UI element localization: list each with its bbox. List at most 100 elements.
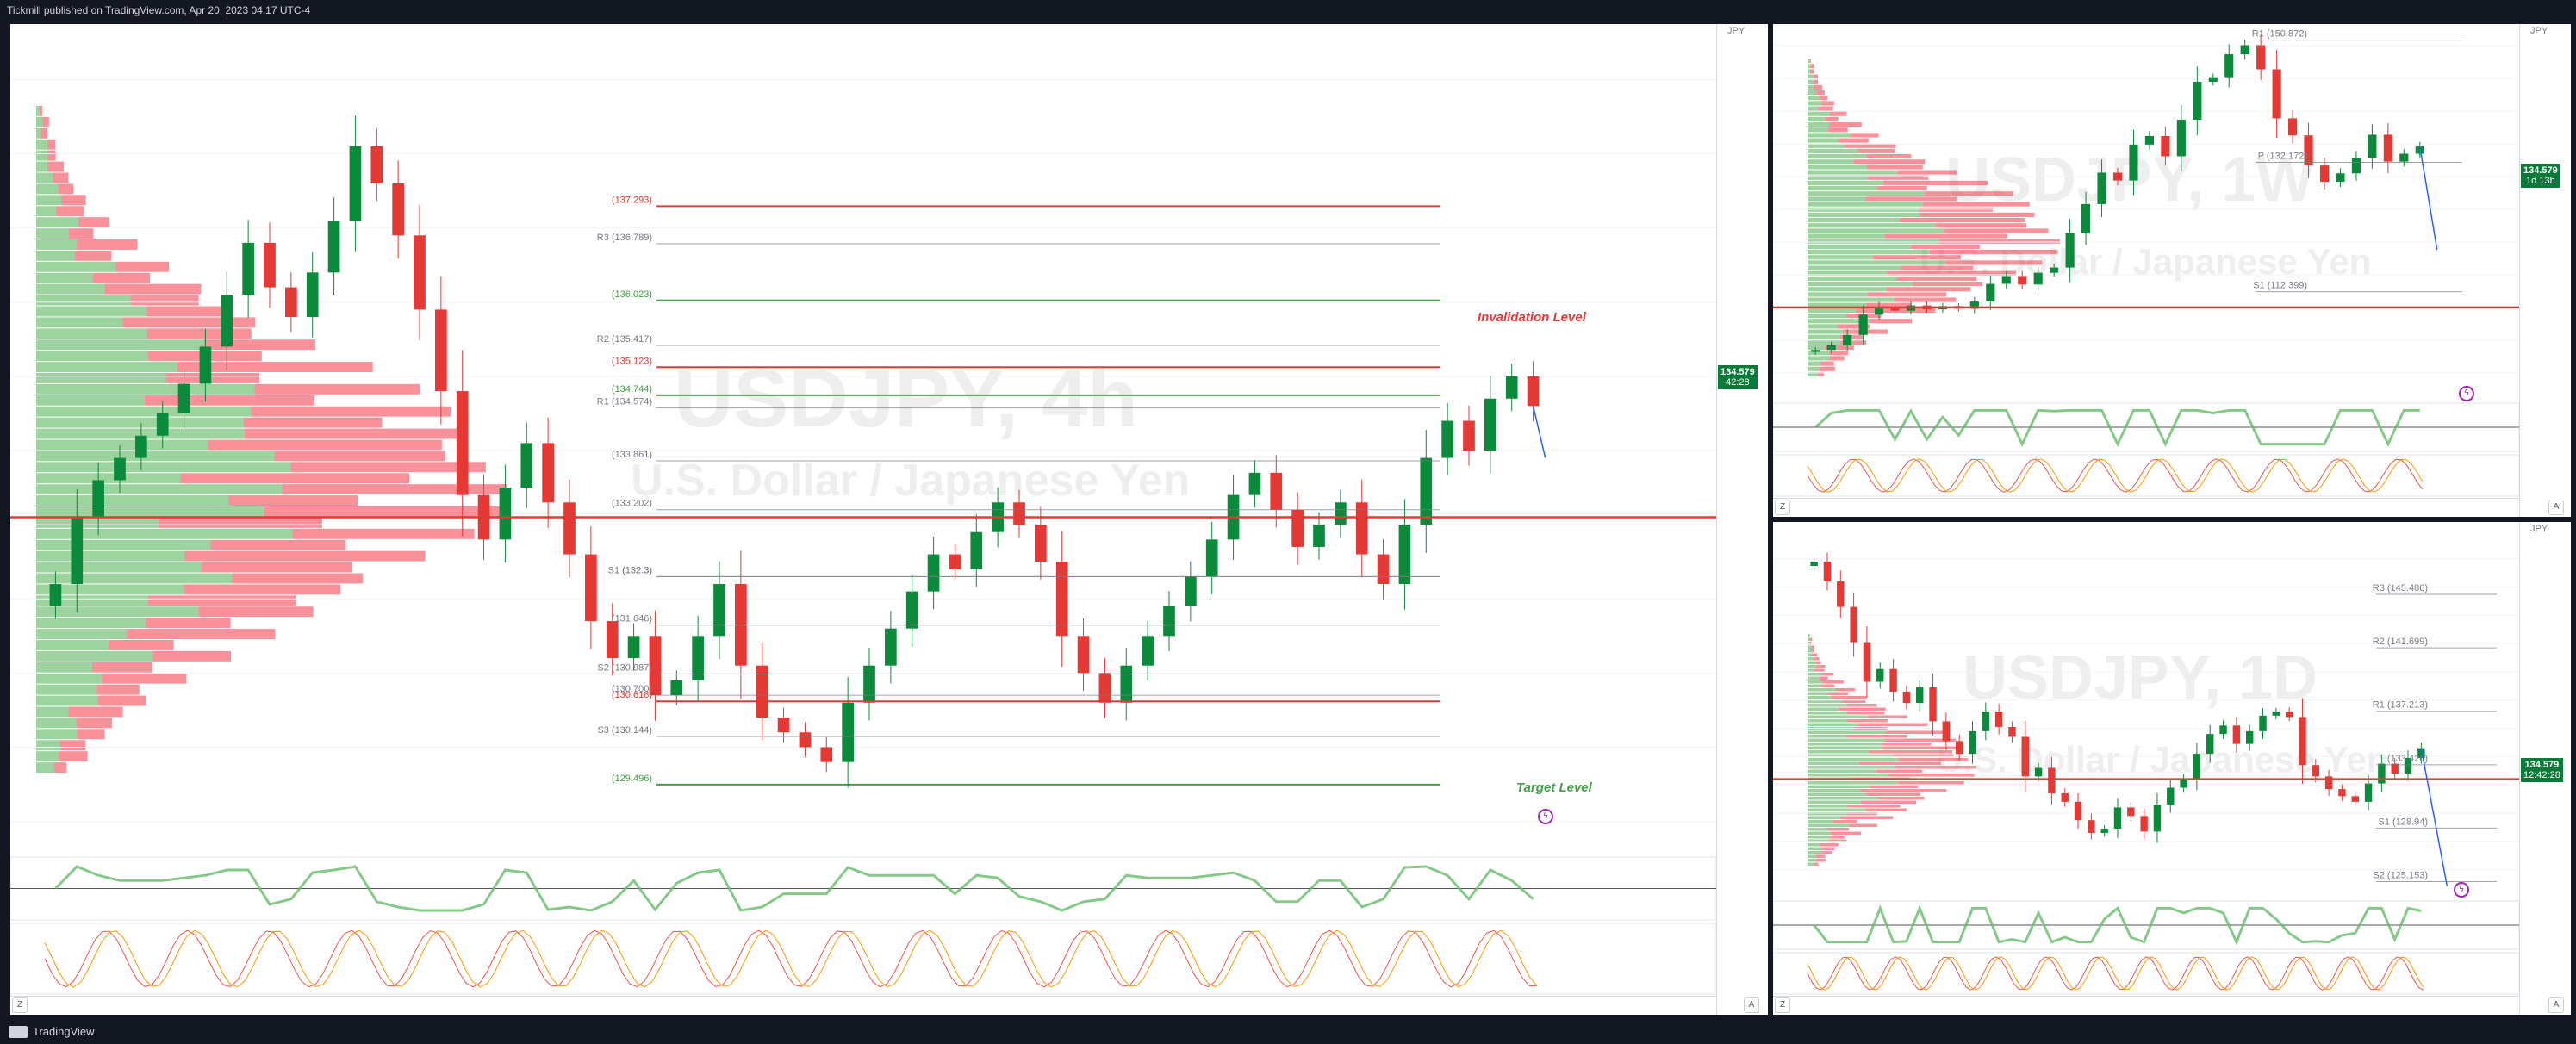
volume-profile-down-bar — [1872, 255, 1961, 260]
level-label: (134.744) — [612, 384, 652, 395]
volume-profile-down-bar — [146, 328, 252, 339]
auto-scale-icon-1d[interactable]: A — [2548, 997, 2564, 1013]
zoom-icon-1d[interactable]: Z — [1775, 997, 1790, 1013]
price-axis-1w[interactable]: JPY — [2519, 24, 2571, 517]
lightning-icon-1w[interactable]: ϟ — [2459, 386, 2474, 401]
volume-profile-up-bar — [1808, 90, 1817, 96]
volume-profile-up-bar — [1808, 351, 1829, 356]
last-price-badge-1d: 134.579 12:42:28 — [2521, 758, 2563, 782]
time-axis-1d[interactable] — [1773, 996, 2519, 1015]
daily-chart-svg[interactable]: 148.000146.000144.000142.000140.000138.0… — [1773, 522, 2571, 1015]
weekly-chart-svg[interactable]: 150.000145.000140.000135.000130.000125.0… — [1773, 24, 2571, 517]
stochastic-k-line — [44, 929, 1537, 988]
lightning-icon[interactable]: ϟ — [1538, 809, 1553, 824]
candle-body — [2399, 153, 2409, 162]
candle-body — [2048, 767, 2056, 794]
volume-profile-down-bar — [1833, 820, 1857, 823]
candle-body — [520, 443, 533, 488]
volume-profile-down-bar — [130, 295, 199, 306]
volume-profile-down-bar — [1837, 324, 1870, 329]
volume-profile-up-bar — [1808, 839, 1830, 842]
volume-profile-up-bar — [1808, 785, 1870, 788]
volume-profile-up-bar — [1808, 688, 1837, 692]
price-axis-4h[interactable]: JPY — [1716, 24, 1768, 1015]
main-chart-svg[interactable]: 139.000138.000137.000136.000135.000134.0… — [10, 24, 1768, 1015]
time-axis-4h[interactable] — [10, 996, 1716, 1015]
candle-body — [1270, 472, 1283, 510]
volume-profile-up-bar — [1808, 297, 1895, 302]
volume-profile-down-bar — [1814, 862, 1819, 866]
volume-profile-down-bar — [1815, 661, 1821, 664]
level-label: R2 (135.417) — [597, 334, 652, 345]
volume-profile-up-bar — [1808, 314, 1847, 319]
volume-profile-down-bar — [1888, 774, 1975, 777]
candle-body — [1994, 711, 2003, 727]
chart-pane-1w[interactable]: USDJPY, 1W U.S. Dollar / Japanese Yen 15… — [1773, 24, 2571, 517]
zoom-icon[interactable]: Z — [12, 997, 28, 1013]
candle-body — [1463, 420, 1475, 451]
volume-profile-up-bar — [1808, 319, 1870, 324]
candle-body — [627, 636, 640, 659]
volume-profile-up-bar — [1808, 122, 1830, 127]
volume-profile-down-bar — [1816, 90, 1825, 96]
volume-profile-down-bar — [1935, 223, 2027, 228]
volume-profile-up-bar — [1808, 244, 1911, 249]
volume-profile-up-bar — [1808, 339, 1841, 345]
volume-profile-down-bar — [1882, 746, 1959, 749]
stochastic-d-line — [1807, 458, 2424, 493]
volume-profile-up-bar — [1808, 812, 1847, 816]
volume-profile-down-bar — [59, 740, 86, 751]
candle-body — [2378, 763, 2386, 784]
volume-profile-up-bar — [36, 729, 78, 740]
volume-profile-up-bar — [1808, 143, 1845, 148]
volume-profile-up-bar — [1808, 862, 1814, 866]
auto-scale-icon[interactable]: A — [1744, 997, 1759, 1013]
volume-profile-up-bar — [1808, 212, 1920, 217]
volume-profile-down-bar — [1813, 74, 1818, 79]
candle-body — [156, 413, 169, 436]
candle-body — [2176, 119, 2186, 157]
volume-profile-up-bar — [1808, 828, 1828, 831]
volume-profile-up-bar — [36, 183, 59, 195]
last-price: 134.579 — [1720, 367, 1755, 377]
volume-profile-down-bar — [104, 283, 202, 295]
volume-profile-up-bar — [36, 250, 75, 261]
volume-profile-up-bar — [36, 373, 166, 383]
volume-profile-up-bar — [36, 762, 54, 773]
candle-body — [1982, 711, 1990, 731]
volume-profile-up-bar — [1808, 792, 1867, 796]
volume-profile-down-bar — [1815, 854, 1826, 858]
candle-body — [1291, 509, 1304, 547]
volume-profile-down-bar — [58, 183, 74, 195]
volume-profile-down-bar — [1892, 754, 1954, 757]
lightning-icon-1d[interactable]: ϟ — [2454, 882, 2469, 898]
level-label: (137.293) — [612, 195, 652, 205]
level-label: R2 (141.699) — [2373, 637, 2428, 647]
tradingview-logo[interactable]: TradingView — [9, 1025, 95, 1038]
time-axis-1w[interactable] — [1773, 498, 2519, 517]
volume-profile-down-bar — [68, 706, 123, 718]
volume-profile-down-bar — [1808, 634, 1810, 637]
zoom-icon-1w[interactable]: Z — [1775, 500, 1790, 515]
volume-profile-up-bar — [1808, 345, 1826, 351]
volume-profile-down-bar — [1881, 743, 1932, 746]
candle-body — [2088, 820, 2095, 833]
volume-profile-down-bar — [1813, 84, 1823, 90]
chart-pane-4h[interactable]: USDJPY, 4h U.S. Dollar / Japanese Yen 13… — [10, 24, 1768, 1015]
candle-body — [2219, 725, 2227, 735]
volume-profile-down-bar — [126, 629, 276, 639]
auto-scale-icon-1w[interactable]: A — [2548, 500, 2564, 515]
volume-profile-up-bar — [1808, 758, 1899, 761]
volume-profile-up-bar — [36, 684, 97, 695]
volume-profile-down-bar — [1841, 699, 1866, 703]
volume-profile-down-bar — [1819, 676, 1828, 680]
volume-profile-up-bar — [1808, 723, 1858, 726]
volume-profile-down-bar — [40, 106, 43, 116]
candle-body — [1986, 283, 1995, 302]
level-label: S3 (130.144) — [597, 725, 652, 736]
candle-body — [2391, 763, 2399, 774]
chart-pane-1d[interactable]: USDJPY, 1D U.S. Dollar / Japanese Yen 14… — [1773, 522, 2571, 1015]
volume-profile-down-bar — [1866, 165, 1923, 170]
volume-profile-up-bar — [1808, 292, 1868, 297]
level-label: (135.123) — [612, 356, 652, 366]
